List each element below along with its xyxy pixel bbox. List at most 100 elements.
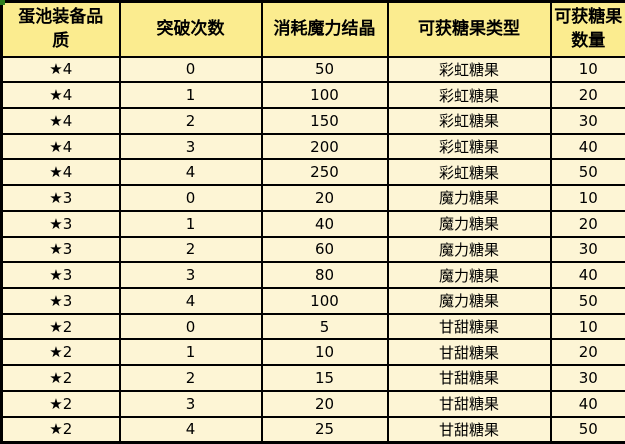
table-cell: 10 [549, 184, 625, 212]
table-row: ★4 0 50 彩虹糖果 10 [0, 55, 625, 84]
table-cell: ★3 [0, 209, 121, 238]
table-cell: 4 [118, 158, 263, 187]
col-header-breakthrough-count: 突破次数 [118, 0, 263, 58]
table-cell: ★2 [0, 338, 121, 367]
table-cell: 150 [260, 106, 389, 135]
table-cell: 2 [118, 235, 263, 264]
table-cell: ★2 [0, 312, 121, 341]
table-cell: 25 [260, 415, 389, 444]
table-cell: 4 [118, 415, 263, 444]
col-header-candy-amount: 可获糖果数量 [549, 0, 625, 58]
table-cell: ★2 [0, 415, 121, 444]
table-cell: ★2 [0, 364, 121, 392]
table-cell: 30 [549, 235, 625, 264]
table-row: ★2 0 5 甘甜糖果 10 [0, 312, 625, 341]
table-row: ★3 4 100 魔力糖果 50 [0, 286, 625, 315]
col-header-candy-type: 可获糖果类型 [386, 0, 552, 58]
table-row: ★3 1 40 魔力糖果 20 [0, 209, 625, 238]
col-header-candy-amount-label: 可获糖果数量 [554, 7, 623, 52]
table-cell: 0 [118, 55, 263, 84]
table-cell: 彩虹糖果 [386, 158, 552, 187]
table-cell: 40 [549, 389, 625, 418]
table-cell: ★3 [0, 286, 121, 315]
table-cell: 魔力糖果 [386, 235, 552, 264]
table-cell: 魔力糖果 [386, 261, 552, 289]
table-cell: 2 [118, 106, 263, 135]
table-cell: 20 [549, 81, 625, 109]
table-cell: 甘甜糖果 [386, 389, 552, 418]
table-cell: ★4 [0, 55, 121, 84]
table-cell: 20 [549, 209, 625, 238]
table-cell: 15 [260, 364, 389, 392]
table-cell: ★4 [0, 106, 121, 135]
table-row: ★4 2 150 彩虹糖果 30 [0, 106, 625, 135]
table-cell: 5 [260, 312, 389, 341]
table-cell: 魔力糖果 [386, 209, 552, 238]
corner-artifact [0, 0, 5, 5]
table-cell: 3 [118, 389, 263, 418]
table-cell: 30 [549, 364, 625, 392]
table-cell: 40 [260, 209, 389, 238]
table-cell: 2 [118, 364, 263, 392]
table-row: ★3 3 80 魔力糖果 40 [0, 261, 625, 289]
table-cell: 彩虹糖果 [386, 55, 552, 84]
table-cell: 0 [118, 184, 263, 212]
table-cell: 彩虹糖果 [386, 132, 552, 161]
table-row: ★3 2 60 魔力糖果 30 [0, 235, 625, 264]
table-cell: 10 [260, 338, 389, 367]
col-header-breakthrough-count-label: 突破次数 [156, 19, 225, 40]
table-cell: ★3 [0, 184, 121, 212]
table-cell: 1 [118, 81, 263, 109]
table-cell: 50 [549, 286, 625, 315]
table-row: ★2 1 10 甘甜糖果 20 [0, 338, 625, 367]
table-cell: 30 [549, 106, 625, 135]
table-row: ★4 3 200 彩虹糖果 40 [0, 132, 625, 161]
table-cell: 40 [549, 132, 625, 161]
table-row: ★4 1 100 彩虹糖果 20 [0, 81, 625, 109]
table-cell: 0 [118, 312, 263, 341]
table-cell: ★2 [0, 389, 121, 418]
table-cell: 1 [118, 209, 263, 238]
table-cell: 50 [549, 415, 625, 444]
table-cell: 4 [118, 286, 263, 315]
table-cell: 3 [118, 261, 263, 289]
table-body: ★4 0 50 彩虹糖果 10 ★4 1 100 彩虹糖果 20 ★4 2 150 彩虹糖果 30 ★4 3 20… [0, 55, 625, 444]
table-cell: 60 [260, 235, 389, 264]
table-cell: 50 [549, 158, 625, 187]
col-header-equipment-quality: 蛋池装备品质 [0, 0, 121, 58]
table-cell: 魔力糖果 [386, 286, 552, 315]
table-cell: ★4 [0, 81, 121, 109]
table-cell: 甘甜糖果 [386, 338, 552, 367]
table-cell: ★4 [0, 132, 121, 161]
col-header-candy-type-label: 可获糖果类型 [418, 19, 520, 40]
table-cell: 100 [260, 81, 389, 109]
table-cell: 50 [260, 55, 389, 84]
table-cell: 1 [118, 338, 263, 367]
table-cell: 彩虹糖果 [386, 81, 552, 109]
table-cell: 甘甜糖果 [386, 312, 552, 341]
table-cell: ★4 [0, 158, 121, 187]
table-cell: 80 [260, 261, 389, 289]
table-cell: 250 [260, 158, 389, 187]
table-cell: 10 [549, 312, 625, 341]
col-header-equipment-quality-label: 蛋池装备品质 [18, 7, 104, 52]
table-row: ★3 0 20 魔力糖果 10 [0, 184, 625, 212]
table-cell: 20 [549, 338, 625, 367]
table-cell: 20 [260, 184, 389, 212]
table-row: ★2 3 20 甘甜糖果 40 [0, 389, 625, 418]
table-cell: 甘甜糖果 [386, 364, 552, 392]
table-cell: 100 [260, 286, 389, 315]
table-cell: ★3 [0, 235, 121, 264]
table-row: ★2 2 15 甘甜糖果 30 [0, 364, 625, 392]
table-cell: 甘甜糖果 [386, 415, 552, 444]
table-row: ★4 4 250 彩虹糖果 50 [0, 158, 625, 187]
col-header-crystal-cost: 消耗魔力结晶 [260, 0, 389, 58]
table-cell: 20 [260, 389, 389, 418]
table-cell: 3 [118, 132, 263, 161]
table-cell: ★3 [0, 261, 121, 289]
header-row: 蛋池装备品质 突破次数 消耗魔力结晶 可获糖果类型 可获糖果数量 [0, 0, 625, 58]
table-cell: 彩虹糖果 [386, 106, 552, 135]
col-header-crystal-cost-label: 消耗魔力结晶 [273, 19, 376, 40]
table-row: ★2 4 25 甘甜糖果 50 [0, 415, 625, 444]
